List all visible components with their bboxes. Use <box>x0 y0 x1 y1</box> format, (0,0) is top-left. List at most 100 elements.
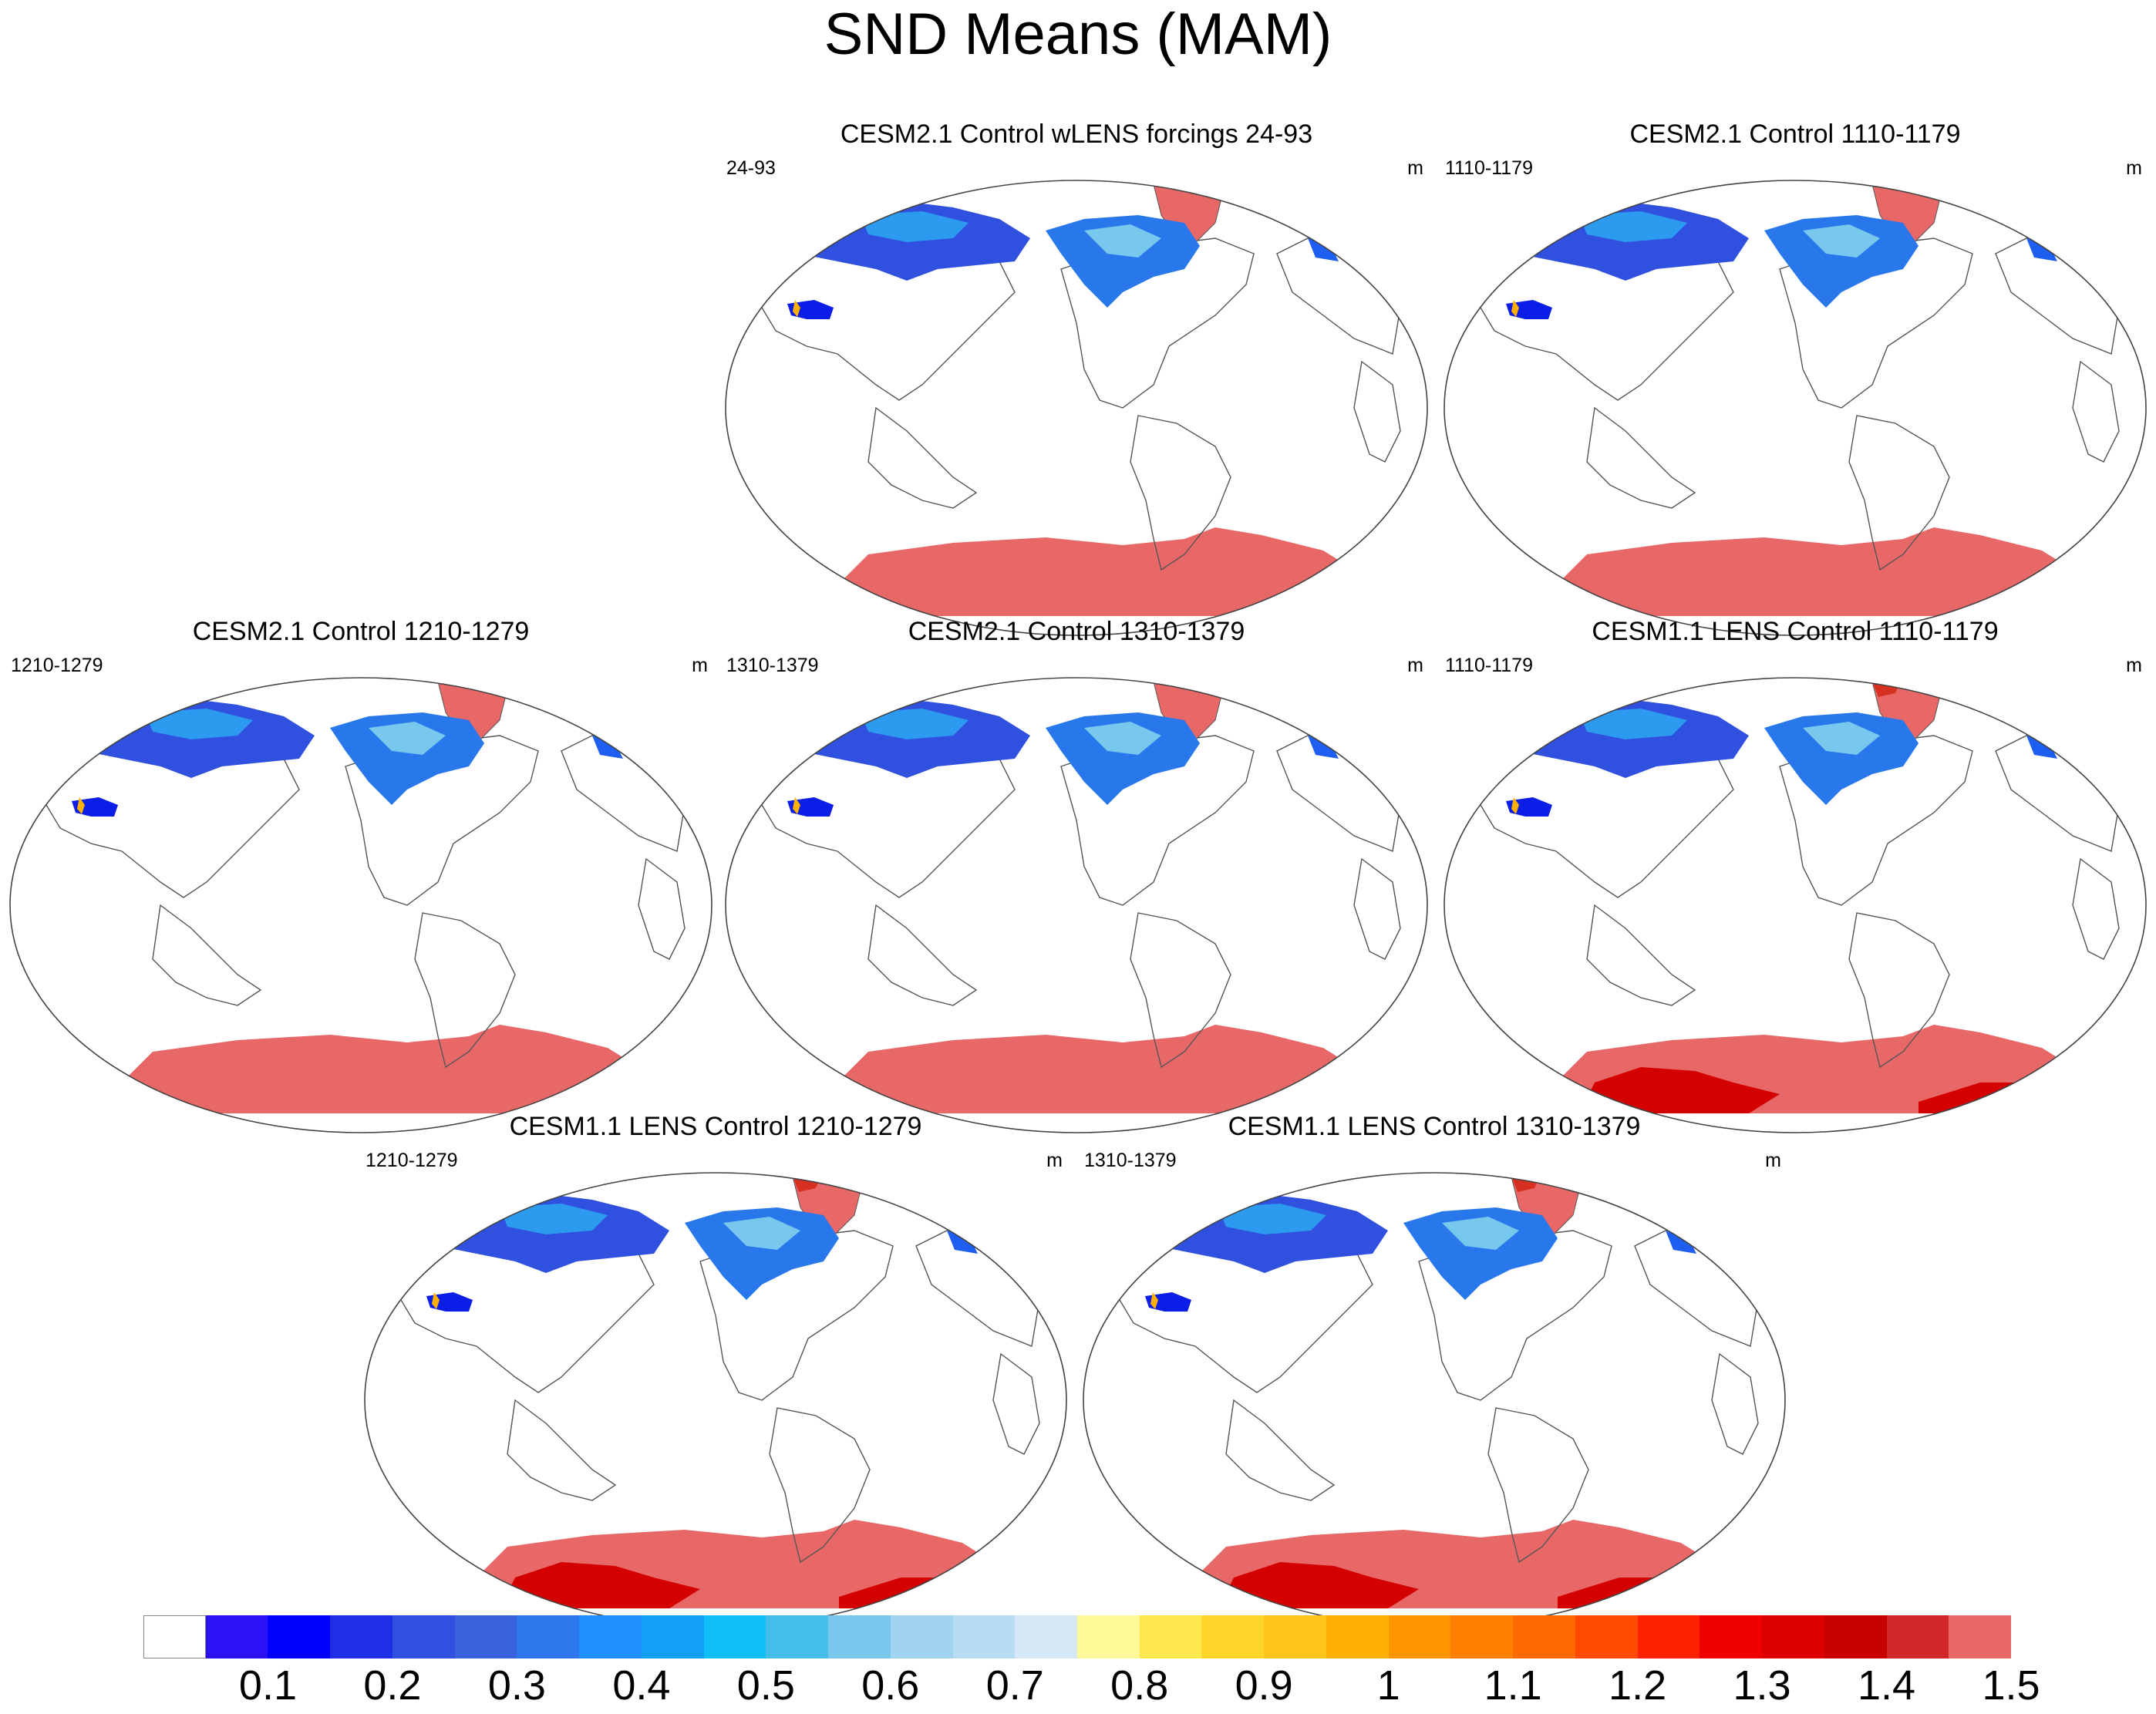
coastline <box>414 912 516 1069</box>
colorbar-swatch <box>1575 1615 1639 1658</box>
colorbar-swatch <box>1700 1615 1763 1658</box>
tibet-hotspot <box>1511 300 1519 317</box>
panel-title: CESM2.1 Control 1110-1179 <box>1629 120 1961 149</box>
eurasia-snow-mid <box>145 709 253 739</box>
colorbar-swatch <box>952 1615 1016 1658</box>
scandinavia-snow <box>2026 736 2057 759</box>
coastline <box>1586 406 1696 509</box>
colorbar-swatch <box>641 1615 705 1658</box>
map-panel: CESM1.1 LENS Control 1110-1179 1110-1179 m <box>1440 616 2150 1160</box>
map-boundary <box>1444 180 2147 636</box>
map-panel: CESM2.1 Control 1310-1379 1310-1379 m <box>722 616 1431 1160</box>
north-america-snow-mid <box>369 722 446 755</box>
figure-title: SND Means (MAM) <box>824 2 1332 67</box>
tibet-snow <box>1506 797 1552 817</box>
world-map <box>725 677 1428 1133</box>
tibet-snow <box>1506 300 1552 319</box>
colorbar-swatch <box>890 1615 954 1658</box>
colorbar-tick-label: 1.2 <box>1609 1662 1667 1709</box>
tibet-hotspot <box>793 300 800 317</box>
antarctica-snow <box>1518 527 2088 616</box>
coastline <box>1848 415 1950 571</box>
colorbar-swatch <box>703 1615 766 1658</box>
colorbar <box>143 1615 2012 1658</box>
map-boundary <box>725 677 1428 1133</box>
scandinavia-snow <box>2026 238 2057 261</box>
colorbar-swatch <box>1264 1615 1327 1658</box>
north-america-snow-mid <box>723 1217 800 1250</box>
coastline <box>638 857 686 960</box>
colorbar-tick-label: 0.2 <box>363 1662 422 1709</box>
panel-title: CESM1.1 LENS Control 1310-1379 <box>1228 1112 1641 1141</box>
panel-period-label: 1110-1179 <box>1445 655 1533 676</box>
tibet-snow <box>1145 1292 1191 1312</box>
colorbar-swatch <box>1762 1615 1825 1658</box>
colorbar-swatch <box>1139 1615 1202 1658</box>
coastline <box>769 1407 871 1564</box>
colorbar-swatch <box>766 1615 829 1658</box>
coastline <box>1130 415 1231 571</box>
antarctica-snow <box>799 527 1369 616</box>
colorbar-swatch <box>579 1615 642 1658</box>
panel-units-label: m <box>2126 157 2142 179</box>
north-america-snow-mid <box>1803 722 1880 755</box>
panel-title: CESM2.1 Control wLENS forcings 24-93 <box>840 120 1313 149</box>
world-map <box>364 1172 1067 1628</box>
colorbar-swatch <box>828 1615 891 1658</box>
eurasia-snow-mid <box>1218 1204 1326 1234</box>
north-america-snow-mid <box>1803 224 1880 258</box>
eurasia-snow-mid <box>500 1204 608 1234</box>
colorbar-swatch <box>1326 1615 1390 1658</box>
panel-units-label: m <box>1407 157 1423 179</box>
coastline <box>152 904 262 1006</box>
panel-units-label: m <box>1765 1150 1781 1171</box>
colorbar-tick-label: 1 <box>1376 1662 1400 1709</box>
tibet-hotspot <box>793 797 800 814</box>
map-boundary <box>1444 677 2147 1133</box>
colorbar-swatch <box>1886 1615 1949 1658</box>
coastline <box>2072 360 2120 463</box>
map-panel: CESM2.1 Control 1110-1179 1110-1179 m <box>1440 119 2150 662</box>
map-panel: CESM2.1 Control wLENS forcings 24-93 24-9… <box>722 119 1431 662</box>
eurasia-snow-mid <box>1579 709 1687 739</box>
coastline <box>507 1399 617 1501</box>
snow-hotspot <box>1551 721 1561 727</box>
panel-period-label: 1310-1379 <box>726 655 819 676</box>
world-map <box>1444 180 2147 636</box>
north-america-snow-mid <box>1084 722 1161 755</box>
antarctica-deep-snow <box>1579 1067 1780 1113</box>
coastline <box>1353 857 1401 960</box>
coastline <box>1711 1352 1759 1455</box>
colorbar-tick-label: 1.4 <box>1857 1662 1916 1709</box>
eurasia-snow-mid <box>861 709 969 739</box>
antarctica-snow <box>799 1025 1369 1113</box>
coastline <box>1130 912 1231 1069</box>
colorbar-swatch <box>1824 1615 1888 1658</box>
colorbar-swatch <box>1450 1615 1514 1658</box>
colorbar-swatch <box>517 1615 580 1658</box>
eurasia-snow-mid <box>1579 211 1687 242</box>
panel-period-label: 1110-1179 <box>1445 157 1533 179</box>
panel-units-label: m <box>2126 655 2142 676</box>
colorbar-tick-label: 1.1 <box>1484 1662 1542 1709</box>
map-boundary <box>9 677 712 1133</box>
snow-hotspot <box>1191 1216 1200 1222</box>
colorbar-tick-label: 0.5 <box>736 1662 795 1709</box>
north-america-snow-mid <box>1442 1217 1519 1250</box>
antarctica-deep-snow <box>500 1562 700 1608</box>
coastline <box>2072 857 2120 960</box>
tibet-snow <box>787 300 834 319</box>
colorbar-tick-label: 0.9 <box>1235 1662 1293 1709</box>
tibet-snow <box>426 1292 473 1312</box>
scandinavia-snow <box>592 736 623 759</box>
scandinavia-snow <box>1666 1231 1696 1254</box>
panel-units-label: m <box>1046 1150 1063 1171</box>
colorbar-tick-label: 0.8 <box>1110 1662 1169 1709</box>
tibet-hotspot <box>1150 1292 1158 1309</box>
coastline <box>1487 1407 1589 1564</box>
snow-hotspot <box>472 1216 481 1222</box>
colorbar-swatch <box>205 1615 268 1658</box>
colorbar-swatch <box>1015 1615 1078 1658</box>
antarctica-snow <box>438 1520 1009 1608</box>
snow-hotspot <box>117 721 126 727</box>
